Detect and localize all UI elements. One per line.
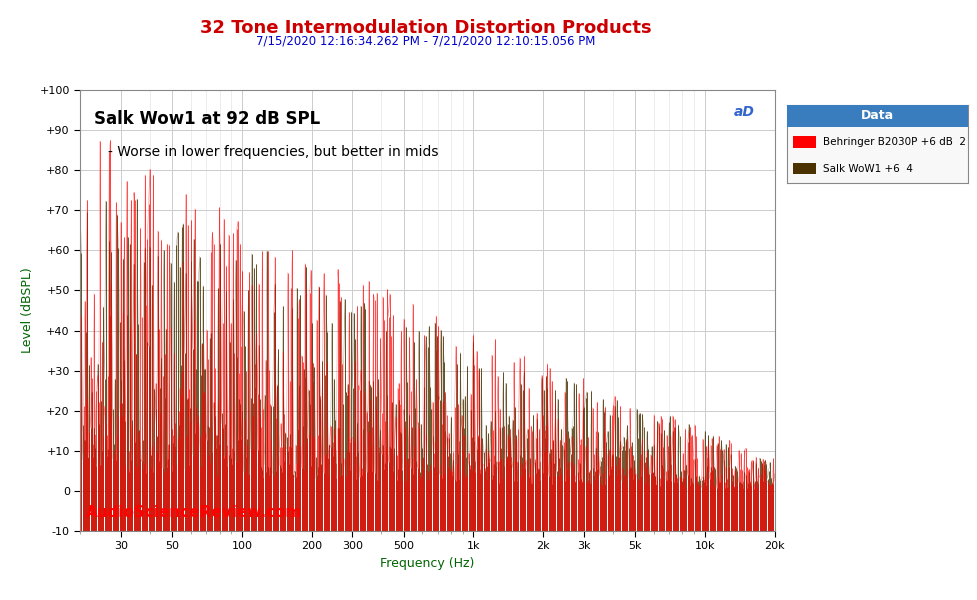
Text: Data: Data [861,109,893,122]
Text: 32 Tone Intermodulation Distortion Products: 32 Tone Intermodulation Distortion Produ… [199,19,651,37]
Text: 7/15/2020 12:16:34.262 PM - 7/21/2020 12:10:15.056 PM: 7/15/2020 12:16:34.262 PM - 7/21/2020 12… [255,35,595,48]
Text: Behringer B2030P +6 dB  2: Behringer B2030P +6 dB 2 [823,137,965,147]
Bar [792,163,816,175]
X-axis label: Frequency (Hz): Frequency (Hz) [380,557,474,570]
Text: Salk Wow1 at 92 dB SPL: Salk Wow1 at 92 dB SPL [94,110,320,128]
Text: aD: aD [734,106,754,119]
Text: Salk WoW1 +6  4: Salk WoW1 +6 4 [823,164,913,173]
Y-axis label: Level (dBSPL): Level (dBSPL) [21,268,34,353]
Bar [792,136,816,148]
Text: - Worse in lower frequencies, but better in mids: - Worse in lower frequencies, but better… [107,145,438,159]
Text: AudioScienceReview.com: AudioScienceReview.com [86,505,302,520]
Bar [786,105,967,127]
